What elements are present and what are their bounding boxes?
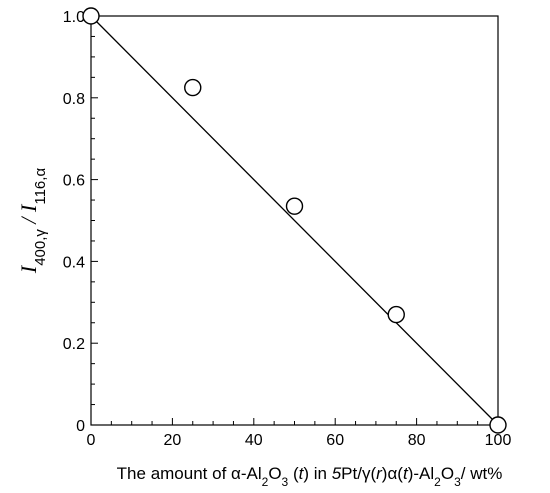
y-tick-label: 0.2 [63, 336, 85, 353]
x-axis-label-part: ( [288, 464, 299, 483]
x-tick-label: 40 [245, 432, 263, 449]
x-axis-label-part: 3 [282, 475, 289, 489]
fit-line-layer [90, 15, 499, 426]
y-tick-label: 0.8 [63, 91, 85, 108]
x-axis-label-part: α-Al [231, 464, 262, 483]
y-axis-label-part: / [16, 212, 41, 229]
x-axis-label-part: / wt% [461, 464, 503, 483]
y-tick-label: 1.0 [63, 9, 85, 26]
x-axis-label-part: 2 [262, 475, 269, 489]
x-axis-label-part: t [299, 464, 305, 483]
y-axis-label-part: I [16, 264, 41, 274]
x-tick-label: 100 [485, 432, 512, 449]
y-axis-label-part: I [16, 203, 41, 213]
x-axis-label-part: r [376, 464, 383, 483]
x-axis-label-part: O [268, 464, 281, 483]
data-point [387, 305, 405, 324]
data-point [82, 7, 100, 25]
x-tick-label: 80 [408, 432, 426, 449]
x-axis-label-part: t [403, 464, 409, 483]
tick-marks [90, 15, 499, 426]
x-tick-label: 20 [164, 432, 182, 449]
x-axis-label-part: ) in [303, 464, 331, 483]
tick-labels: 0 20 40 60 80 100 0 0.2 0.4 0.6 0.8 1.0 [63, 9, 512, 449]
y-tick-label: 0 [76, 418, 85, 435]
x-tick-label: 60 [326, 432, 344, 449]
fit-line [90, 15, 499, 426]
x-axis-label: The amount of α-Al2O3 (t) in 5Pt/γ(r)α(t… [117, 464, 503, 489]
x-axis-label-part: )-Al [408, 464, 434, 483]
x-axis-label-part: The amount of [117, 464, 231, 483]
y-tick-label: 0.4 [63, 254, 85, 271]
y-axis-label-part: 116,α [32, 168, 49, 205]
y-tick-label: 0.6 [63, 173, 85, 190]
x-axis-label-part: O [441, 464, 454, 483]
x-axis-label-part: 5 [332, 464, 342, 483]
x-axis-label-part: )α( [382, 464, 403, 483]
x-axis-label-part: Pt/γ( [341, 464, 376, 483]
data-points [82, 7, 507, 434]
data-point [489, 416, 507, 434]
data-point [184, 78, 202, 97]
x-axis-label-part: 2 [434, 475, 441, 489]
x-tick-label: 0 [87, 432, 96, 449]
x-axis-label-part: 3 [454, 475, 461, 489]
data-point [285, 197, 304, 215]
y-axis-label-part: 400,γ [32, 229, 49, 266]
y-axis-label: I400,γ / I116,α [16, 168, 49, 275]
